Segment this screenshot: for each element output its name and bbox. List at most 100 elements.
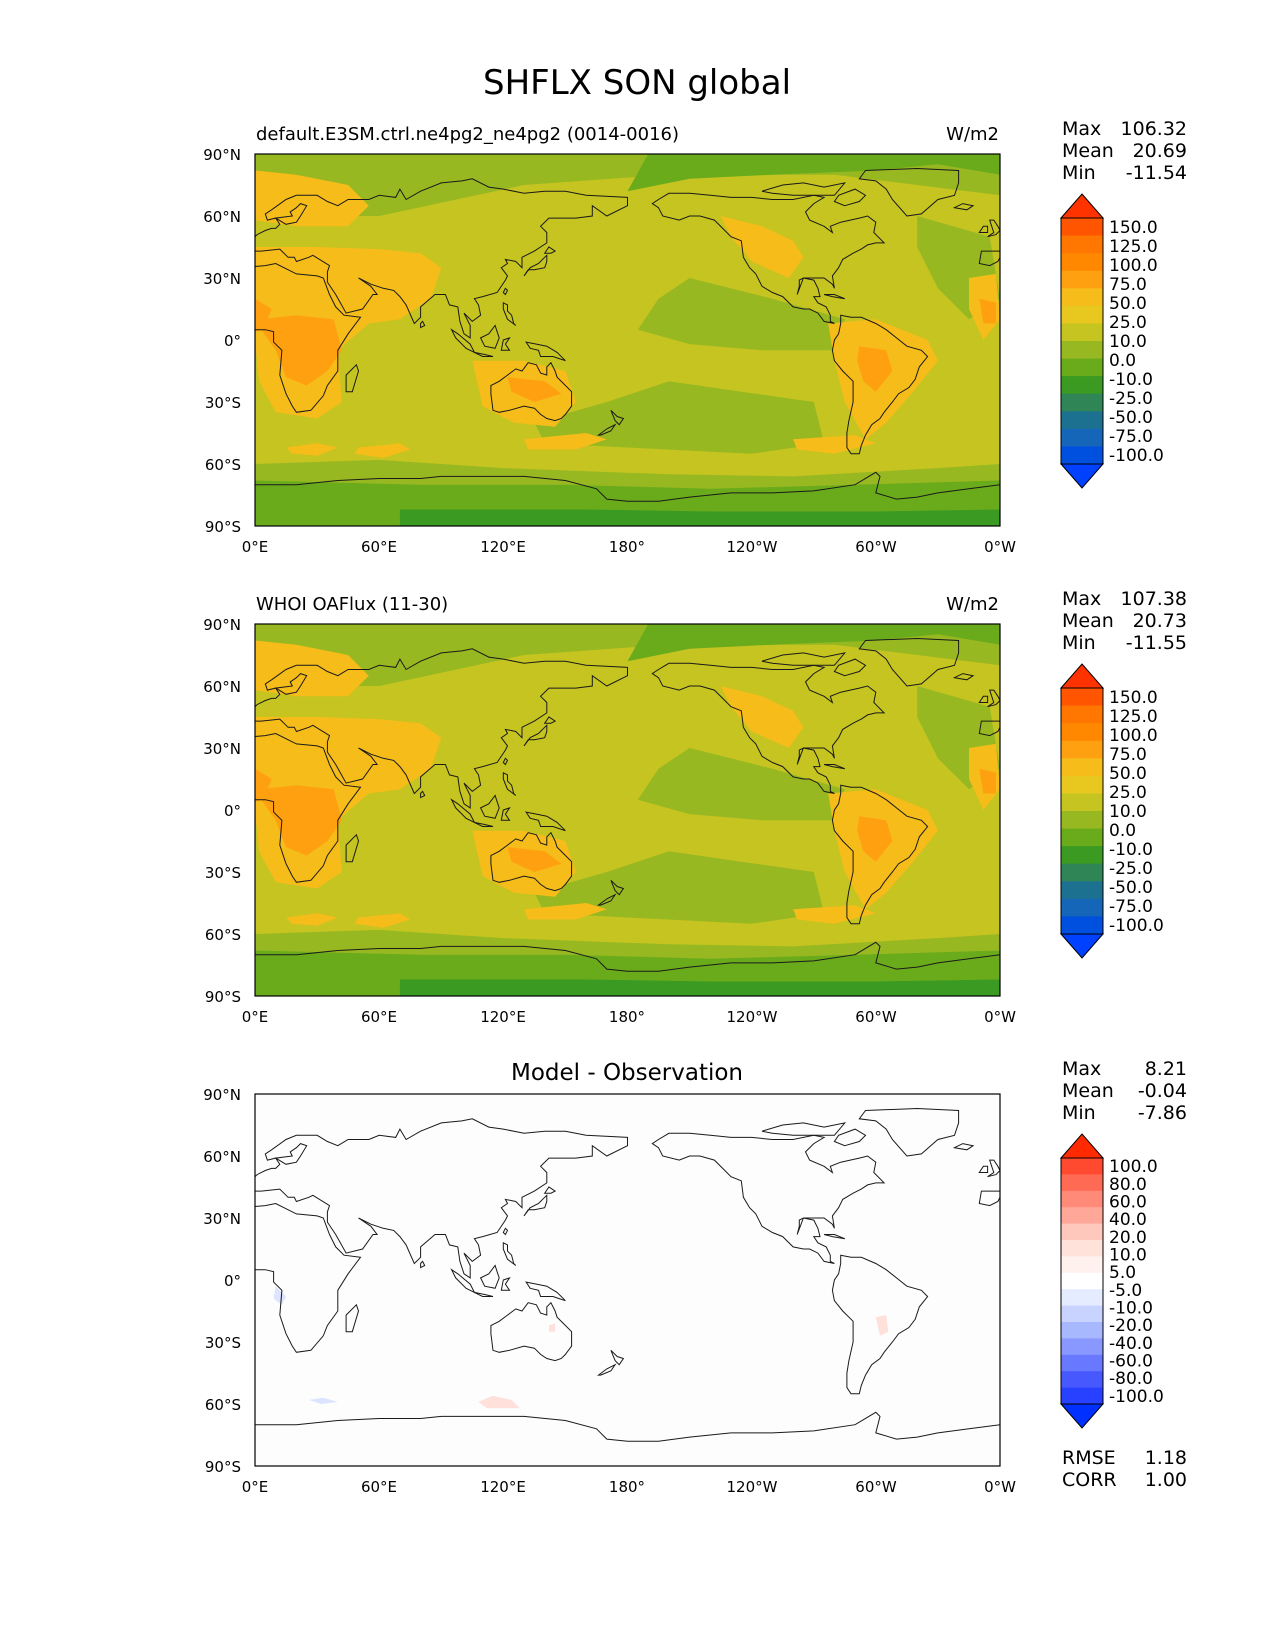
coastline-japan	[523, 1194, 548, 1217]
coastline-ireland	[978, 225, 989, 233]
coastline-ireland	[978, 695, 989, 703]
coastline-sriLanka	[420, 1260, 426, 1269]
contour-region	[259, 315, 342, 386]
colorbar-tick-label: -100.0	[1109, 446, 1164, 466]
stat-corr-label: CORR	[1062, 1469, 1117, 1491]
colorbar-segment	[1061, 1223, 1103, 1241]
figure-title: SHFLX SON global	[483, 63, 791, 103]
colorbar-tick-label: 75.0	[1109, 745, 1147, 765]
coastline-britain	[987, 689, 1000, 708]
colorbar-tick-label: 125.0	[1109, 237, 1158, 257]
lon-tick-label: 120°E	[480, 1478, 526, 1496]
colorbar-segment	[1061, 341, 1103, 360]
colorbar-tick-label: 100.0	[1109, 1157, 1158, 1177]
colorbar-extend-min	[1059, 463, 1105, 489]
coastline-sulawesi	[500, 1276, 511, 1291]
lat-tick-label: 90°S	[205, 518, 241, 536]
coastline-newGuinea	[525, 811, 566, 832]
colorbar-segment	[1061, 376, 1103, 395]
coastline-madagascar	[345, 363, 360, 393]
coastline-newZealand2	[596, 1363, 617, 1376]
lat-tick-label: 30°S	[205, 864, 241, 882]
contour-region	[720, 686, 804, 748]
colorbar-segment	[1061, 1272, 1103, 1290]
colorbar-segment	[1061, 916, 1103, 935]
coastline-cuba	[823, 764, 845, 770]
panel-obs-frame	[254, 623, 1001, 997]
lon-tick-label: 180°	[609, 1008, 645, 1026]
colorbar-tick-label: -20.0	[1109, 1316, 1153, 1336]
lon-tick-label: 0°W	[984, 538, 1016, 556]
stat-mean-label: Mean	[1062, 1080, 1114, 1102]
colorbar-tick-label: 25.0	[1109, 783, 1147, 803]
coastline-sulawesi	[500, 336, 511, 351]
colorbar-tick-label: 0.0	[1109, 821, 1136, 841]
lon-tick-label: 60°W	[855, 1008, 897, 1026]
stat-mean-label: Mean	[1062, 140, 1114, 162]
coastline-newZealand2	[596, 423, 617, 436]
coastline-arcticIslands	[761, 1122, 847, 1136]
contour-region	[637, 278, 845, 351]
stat-mean-label: Mean	[1062, 610, 1114, 632]
colorbar-outline	[1060, 687, 1104, 935]
colorbar-segment	[1061, 411, 1103, 430]
coastline-newGuinea	[525, 1281, 566, 1302]
colorbar-segment	[1061, 305, 1103, 324]
colorbar-tick-label: -75.0	[1109, 427, 1153, 447]
lon-tick-label: 180°	[609, 1478, 645, 1496]
colorbar-tick-label: 0.0	[1109, 351, 1136, 371]
contour-region	[255, 170, 369, 227]
colorbar-tick-label: -50.0	[1109, 878, 1153, 898]
contour-region	[524, 903, 607, 920]
stat-min-value: -7.86	[1138, 1102, 1187, 1124]
coastline-philippines	[502, 771, 517, 796]
coastline-newZealand1	[610, 879, 625, 896]
colorbar-segment	[1061, 758, 1103, 777]
panel-model: default.E3SM.ctrl.ne4pg2_ne4pg2 (0014-00…	[203, 118, 1187, 556]
coastline-australia	[490, 831, 573, 892]
panel-obs-colorbar: 150.0125.0100.075.050.025.010.00.0-10.0-…	[1059, 663, 1164, 959]
lon-tick-label: 0°E	[242, 1008, 269, 1026]
contour-region	[273, 1286, 286, 1305]
panel-obs-axes: 90°N 60°N 30°N 0° 30°S 60°S 90°S 0°E 60°…	[203, 616, 1016, 1026]
panel-obs-units: W/m2	[946, 594, 999, 615]
lat-tick-label: 30°N	[203, 1210, 241, 1228]
coastline-philippines	[502, 1241, 517, 1266]
contour-region	[507, 847, 562, 872]
coastline-philippines	[502, 301, 517, 326]
contour-region	[979, 298, 996, 324]
coastline-eurasia	[255, 1118, 628, 1279]
colorbar-segment	[1061, 898, 1103, 917]
lat-tick-label: 30°S	[205, 394, 241, 412]
coastline-sriLanka	[420, 790, 426, 799]
stat-max-label: Max	[1062, 118, 1101, 140]
contour-region	[354, 913, 411, 928]
lat-tick-label: 60°S	[205, 456, 241, 474]
contour-region	[507, 377, 562, 402]
coastline-sulawesi	[500, 806, 511, 821]
contour-region	[857, 816, 893, 862]
colorbar-extend-max	[1059, 663, 1105, 689]
coastline-greenland	[858, 167, 960, 217]
stat-max-value: 107.38	[1121, 588, 1187, 610]
coastline-cuba	[823, 1234, 845, 1240]
stat-mean-value: -0.04	[1138, 1080, 1187, 1102]
contour-region	[255, 640, 369, 697]
coastline-cuba	[823, 294, 845, 300]
colorbar-segment	[1061, 428, 1103, 447]
coastline-northAmerica	[651, 192, 886, 324]
panel-model-units: W/m2	[946, 124, 999, 145]
coastline-java	[474, 821, 494, 827]
lat-tick-label: 0°	[224, 802, 241, 820]
colorbar-tick-label: -10.0	[1109, 1298, 1153, 1318]
colorbar-segment	[1061, 1371, 1103, 1389]
lat-tick-label: 30°N	[203, 740, 241, 758]
coastline-southAmerica	[831, 1254, 929, 1395]
colorbar-tick-label: 25.0	[1109, 313, 1147, 333]
colorbar-tick-label: 60.0	[1109, 1193, 1147, 1213]
coastline-europeWest	[978, 1190, 1000, 1207]
lat-tick-label: 60°N	[203, 208, 241, 226]
colorbar-segment	[1061, 723, 1103, 742]
coastline-britain	[987, 219, 1000, 238]
coastline-scandLake	[274, 1143, 308, 1165]
